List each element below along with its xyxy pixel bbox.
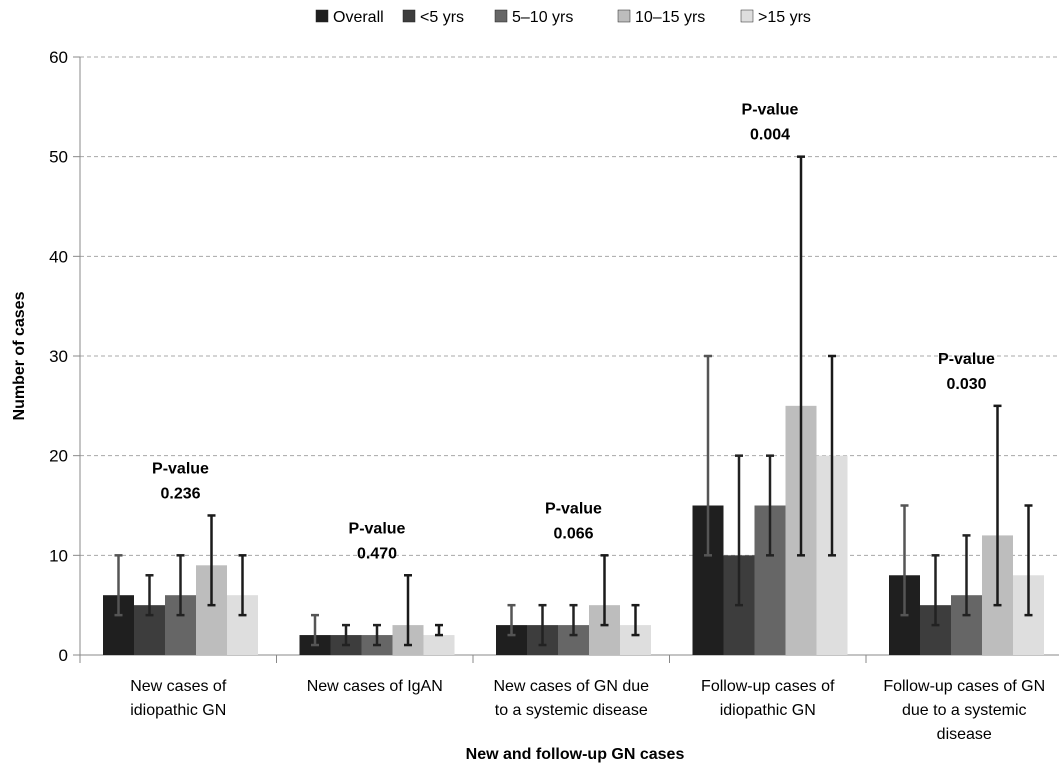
legend-label: Overall bbox=[333, 9, 384, 26]
y-tick-label: 30 bbox=[49, 347, 68, 366]
y-tick-label: 0 bbox=[59, 646, 68, 665]
p-value-label: P-value bbox=[545, 500, 602, 517]
x-tick-label: New cases of GN due bbox=[493, 678, 649, 695]
legend-label: <5 yrs bbox=[420, 9, 464, 26]
p-value-number: 0.066 bbox=[553, 525, 593, 542]
p-value-label: P-value bbox=[938, 351, 995, 368]
y-axis-ticks: 0 10 20 30 40 50 60 bbox=[49, 48, 81, 665]
y-axis-label: Number of cases bbox=[11, 291, 28, 420]
y-tick-label: 50 bbox=[49, 148, 68, 167]
p-value-number: 0.236 bbox=[160, 485, 200, 502]
p-value-number: 0.004 bbox=[750, 127, 790, 144]
legend-swatch bbox=[740, 9, 754, 23]
x-tick-label: to a systemic disease bbox=[495, 702, 648, 719]
y-tick-label: 40 bbox=[49, 247, 68, 266]
x-tick-label: idiopathic GN bbox=[130, 702, 226, 719]
legend-swatch bbox=[315, 9, 329, 23]
x-tick-label: idiopathic GN bbox=[720, 702, 816, 719]
x-tick-label: New cases of IgAN bbox=[307, 678, 443, 695]
y-tick-label: 60 bbox=[49, 48, 68, 67]
legend-swatch bbox=[494, 9, 508, 23]
p-value-label: P-value bbox=[742, 102, 799, 119]
legend-swatch bbox=[402, 9, 416, 23]
y-tick-label: 20 bbox=[49, 447, 68, 466]
p-value-number: 0.030 bbox=[946, 376, 986, 393]
p-value-number: 0.470 bbox=[357, 545, 397, 562]
x-tick-label: disease bbox=[937, 726, 992, 743]
x-axis-label: New and follow-up GN cases bbox=[466, 746, 685, 763]
legend-label: 5–10 yrs bbox=[512, 9, 573, 26]
legend: Overall <5 yrs 5–10 yrs 10–15 yrs >15 yrs bbox=[315, 9, 811, 26]
y-tick-label: 10 bbox=[49, 546, 68, 565]
gridlines bbox=[80, 56, 1059, 556]
x-tick-label: due to a systemic bbox=[902, 702, 1027, 719]
x-tick-label: Follow-up cases of bbox=[701, 678, 835, 695]
legend-label: 10–15 yrs bbox=[635, 9, 705, 26]
legend-label: >15 yrs bbox=[758, 9, 811, 26]
bar bbox=[423, 635, 455, 655]
x-tick-label: New cases of bbox=[130, 678, 227, 695]
p-value-label: P-value bbox=[152, 460, 209, 477]
x-tick-label: Follow-up cases of GN bbox=[883, 678, 1045, 695]
error-bars bbox=[114, 155, 1033, 647]
p-value-annotations: P-value 0.236 P-value 0.470 P-value 0.066 P-va… bbox=[152, 102, 995, 563]
p-value-label: P-value bbox=[349, 520, 406, 537]
legend-swatch bbox=[617, 9, 631, 23]
x-axis-ticks: New cases of idiopathic GN New cases of Ig… bbox=[79, 655, 1045, 743]
